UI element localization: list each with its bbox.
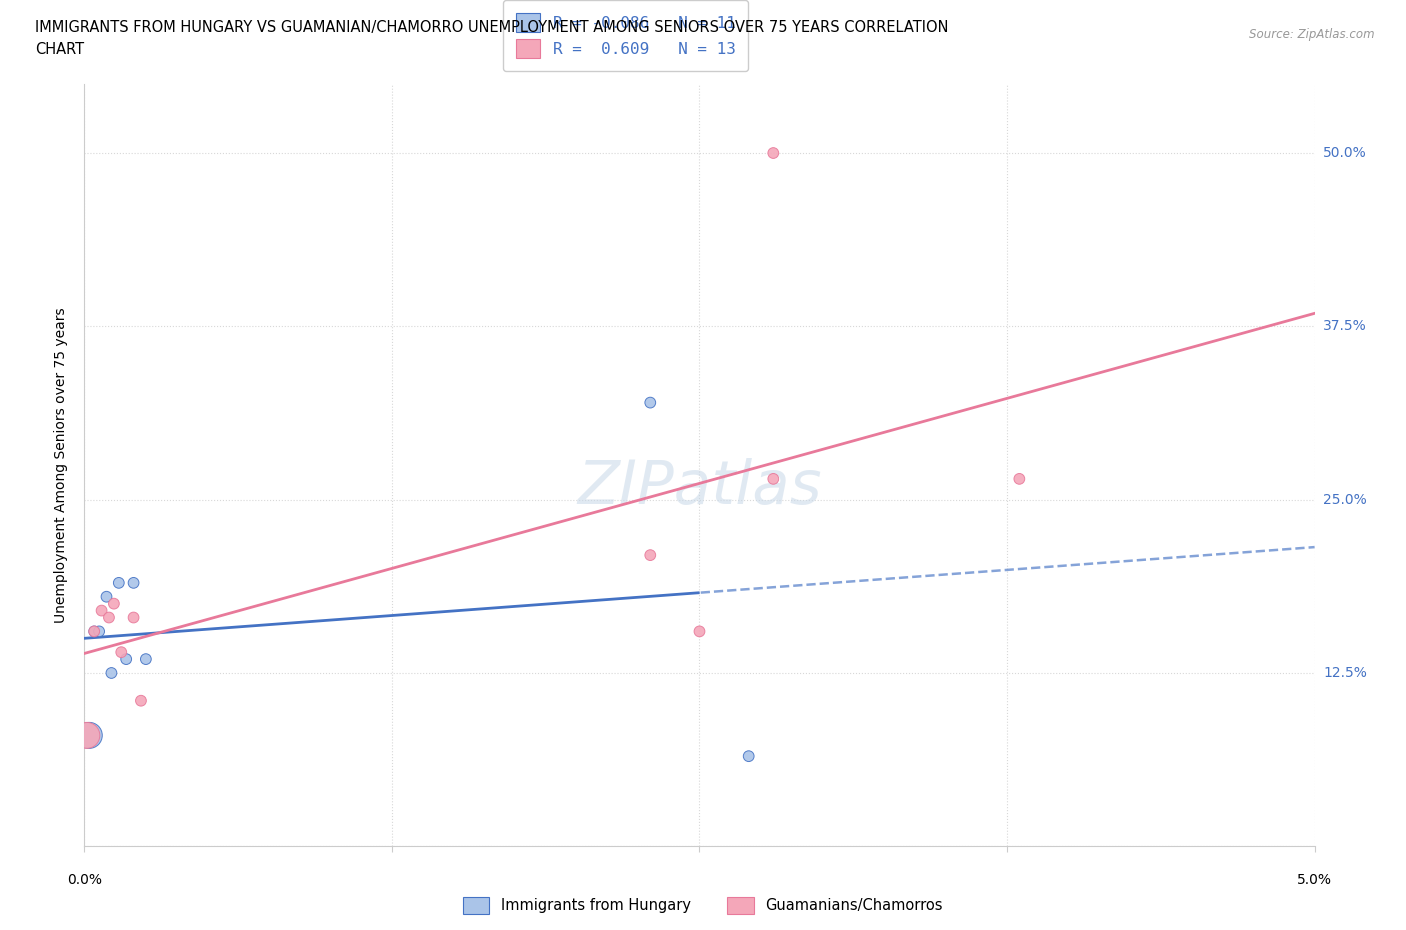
Text: Source: ZipAtlas.com: Source: ZipAtlas.com [1250,28,1375,41]
Legend: R = -0.086   N = 11, R =  0.609   N = 13: R = -0.086 N = 11, R = 0.609 N = 13 [503,0,748,71]
Point [129,693,152,708]
Point [87,624,111,639]
Point [100,666,122,681]
Point [122,576,145,591]
Text: 50.0%: 50.0% [1323,146,1367,160]
Point [83,624,105,639]
Point [76,728,98,743]
Text: ZIPatlas: ZIPatlas [578,458,821,517]
Point [1008,472,1031,486]
Point [98,610,120,625]
Text: 12.5%: 12.5% [1323,666,1367,680]
Point [762,472,785,486]
Point [689,624,711,639]
Text: 25.0%: 25.0% [1323,493,1367,507]
Point [96,590,118,604]
Point [738,749,761,764]
Text: IMMIGRANTS FROM HUNGARY VS GUAMANIAN/CHAMORRO UNEMPLOYMENT AMONG SENIORS OVER 75: IMMIGRANTS FROM HUNGARY VS GUAMANIAN/CHA… [35,20,949,35]
Point [640,548,662,563]
Point [108,576,129,591]
Point [110,644,132,659]
Text: 37.5%: 37.5% [1323,319,1367,333]
Point [90,604,112,618]
Point [103,596,125,611]
Text: 0.0%: 0.0% [67,873,101,887]
Y-axis label: Unemployment Among Seniors over 75 years: Unemployment Among Seniors over 75 years [55,307,69,623]
Point [83,624,105,639]
Point [122,610,145,625]
Point [115,652,138,667]
Legend: Immigrants from Hungary, Guamanians/Chamorros: Immigrants from Hungary, Guamanians/Cham… [456,889,950,921]
Text: CHART: CHART [35,42,84,57]
Point [640,395,662,410]
Point [762,146,785,161]
Point [135,652,157,667]
Text: 5.0%: 5.0% [1298,873,1331,887]
Point [79,728,101,743]
